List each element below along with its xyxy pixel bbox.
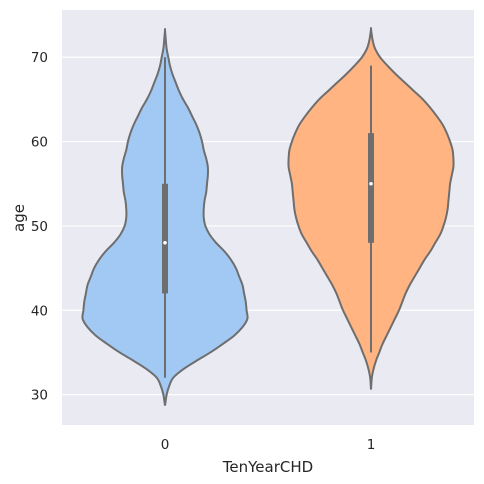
x-tick-label: 0 [161,437,170,453]
median-point [369,181,373,186]
y-tick-label: 60 [31,135,48,151]
x-axis-label: TenYearCHD [222,458,313,476]
y-axis-label: age [10,204,28,232]
iqr-box [368,133,374,243]
x-tick-label: 1 [367,437,376,453]
violin-0 [81,27,249,406]
y-tick-label: 40 [31,303,48,319]
violin-1 [287,27,455,390]
y-tick-label: 50 [31,219,48,235]
y-tick-label: 30 [31,388,48,404]
y-tick-label: 70 [31,50,48,66]
y-tick-labels: 30 40 50 60 70 [31,50,48,403]
median-point [163,241,167,245]
violins-layer [81,27,455,406]
iqr-box [162,183,168,294]
